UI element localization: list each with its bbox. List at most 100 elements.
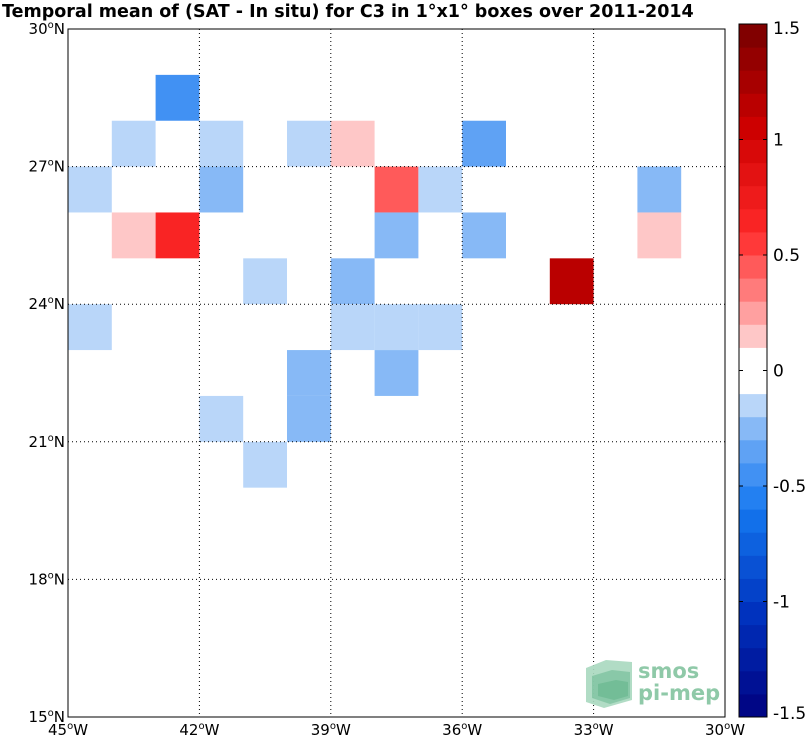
logo-text-smos: smos [638, 659, 699, 683]
heatmap-cell [374, 166, 419, 213]
degree-symbol: o [48, 20, 54, 31]
colorbar-level [739, 416, 767, 441]
heatmap-cell [111, 120, 156, 167]
y-tick-hemisphere: N [54, 20, 65, 38]
colorbar-level [739, 278, 767, 302]
degree-symbol: o [48, 295, 54, 306]
colorbar-level [739, 486, 767, 510]
colorbar-level [739, 162, 767, 187]
y-tick-degree: 21 [29, 433, 48, 451]
colorbar-level [739, 47, 767, 71]
y-tick-label: 21oN [29, 433, 65, 451]
y-tick-degree: 24 [29, 295, 48, 313]
y-tick-degree: 18 [29, 570, 48, 588]
heatmap-cell [287, 350, 331, 396]
heatmap-cell [330, 120, 375, 167]
x-tick-degree: 30 [705, 721, 724, 738]
heatmap-cell [374, 304, 419, 351]
heatmap-cell [155, 212, 200, 259]
heatmap-cell [199, 395, 244, 442]
y-tick-label: 27oN [29, 158, 65, 176]
x-tick-hemisphere: W [599, 721, 614, 738]
colorbar-level [739, 70, 767, 94]
heatmap-cell [549, 258, 594, 305]
colorbar-level [739, 185, 767, 210]
colorbar-level [739, 393, 767, 418]
x-tick-label: 42oW [179, 721, 219, 738]
colorbar-level [739, 255, 767, 279]
colorbar-level [739, 93, 767, 117]
heatmap-cell [68, 166, 112, 213]
colorbar-tick-label: 0.5 [773, 246, 800, 266]
y-tick-label: 18oN [29, 570, 65, 588]
y-tick-hemisphere: N [54, 570, 65, 588]
y-tick-label: 30oN [29, 20, 65, 38]
degree-symbol: o [198, 721, 204, 732]
x-tick-degree: 36 [442, 721, 461, 738]
colorbar-tick-label: 1.5 [773, 19, 800, 39]
colorbar-tick-label: -1.5 [773, 704, 806, 724]
chart-title: Temporal mean of (SAT - In situ) for C3 … [2, 2, 694, 22]
y-tick-hemisphere: N [54, 433, 65, 451]
smos-pi-mep-logo: smos pi-mep [586, 659, 720, 708]
degree-symbol: o [461, 721, 467, 732]
heatmap-cell [243, 441, 287, 488]
x-tick-label: 45oW [48, 721, 88, 738]
x-tick-degree: 39 [311, 721, 330, 738]
heatmap-cell [155, 74, 200, 121]
y-tick-degree: 15 [29, 708, 48, 726]
colorbar-level [739, 601, 767, 626]
colorbar: -1.5 -1 -0.5 0 0.5 1 1.5 [738, 19, 806, 724]
heatmap-cell [111, 212, 156, 259]
x-tick-hemisphere: W [336, 721, 351, 738]
colorbar-level [739, 301, 767, 325]
colorbar-level [739, 370, 767, 395]
x-tick-hemisphere: W [730, 721, 745, 738]
colorbar-level [739, 139, 767, 164]
heatmap-cell [243, 258, 287, 305]
heatmap-cell [330, 304, 375, 351]
heatmap-cell [462, 120, 506, 167]
colorbar-level [739, 231, 767, 256]
x-axis-ticks: 45oW 42oW 39oW 36oW 33oW 30oW [48, 721, 745, 738]
x-tick-label: 33oW [574, 721, 614, 738]
degree-symbol: o [67, 721, 73, 732]
y-tick-degree: 27 [29, 158, 48, 176]
logo-mark-icon [586, 660, 632, 708]
colorbar-tick-label: -1 [773, 593, 790, 613]
degree-symbol: o [330, 721, 336, 732]
colorbar-tick-label: 0 [773, 362, 784, 382]
x-tick-label: 39oW [311, 721, 351, 738]
degree-symbol: o [48, 570, 54, 581]
degree-symbol: o [593, 721, 599, 732]
colorbar-level [739, 624, 767, 649]
colorbar-level [739, 439, 767, 464]
colorbar-level [739, 647, 767, 672]
degree-symbol: o [724, 721, 730, 732]
heatmap-cell [637, 212, 682, 259]
x-tick-hemisphere: W [73, 721, 88, 738]
x-tick-degree: 42 [179, 721, 198, 738]
heatmap-cell [374, 350, 419, 396]
x-tick-hemisphere: W [467, 721, 482, 738]
degree-symbol: o [48, 708, 54, 719]
colorbar-tick-label: 1 [773, 131, 784, 151]
heatmap-cell [287, 120, 331, 167]
colorbar-level [739, 324, 767, 348]
y-tick-degree: 30 [29, 20, 48, 38]
colorbar-level [739, 578, 767, 602]
colorbar-tick-label: -0.5 [773, 477, 806, 497]
heatmap-cell [462, 212, 506, 259]
heatmap-cell [637, 166, 682, 213]
colorbar-level [739, 670, 767, 695]
colorbar-level [739, 555, 767, 579]
colorbar-level [739, 532, 767, 556]
colorbar-level [739, 208, 767, 233]
y-tick-label: 24oN [29, 295, 65, 313]
heatmap-cell [418, 304, 463, 351]
heatmap-cell [374, 212, 419, 259]
y-tick-hemisphere: N [54, 158, 65, 176]
colorbar-level [739, 509, 767, 533]
